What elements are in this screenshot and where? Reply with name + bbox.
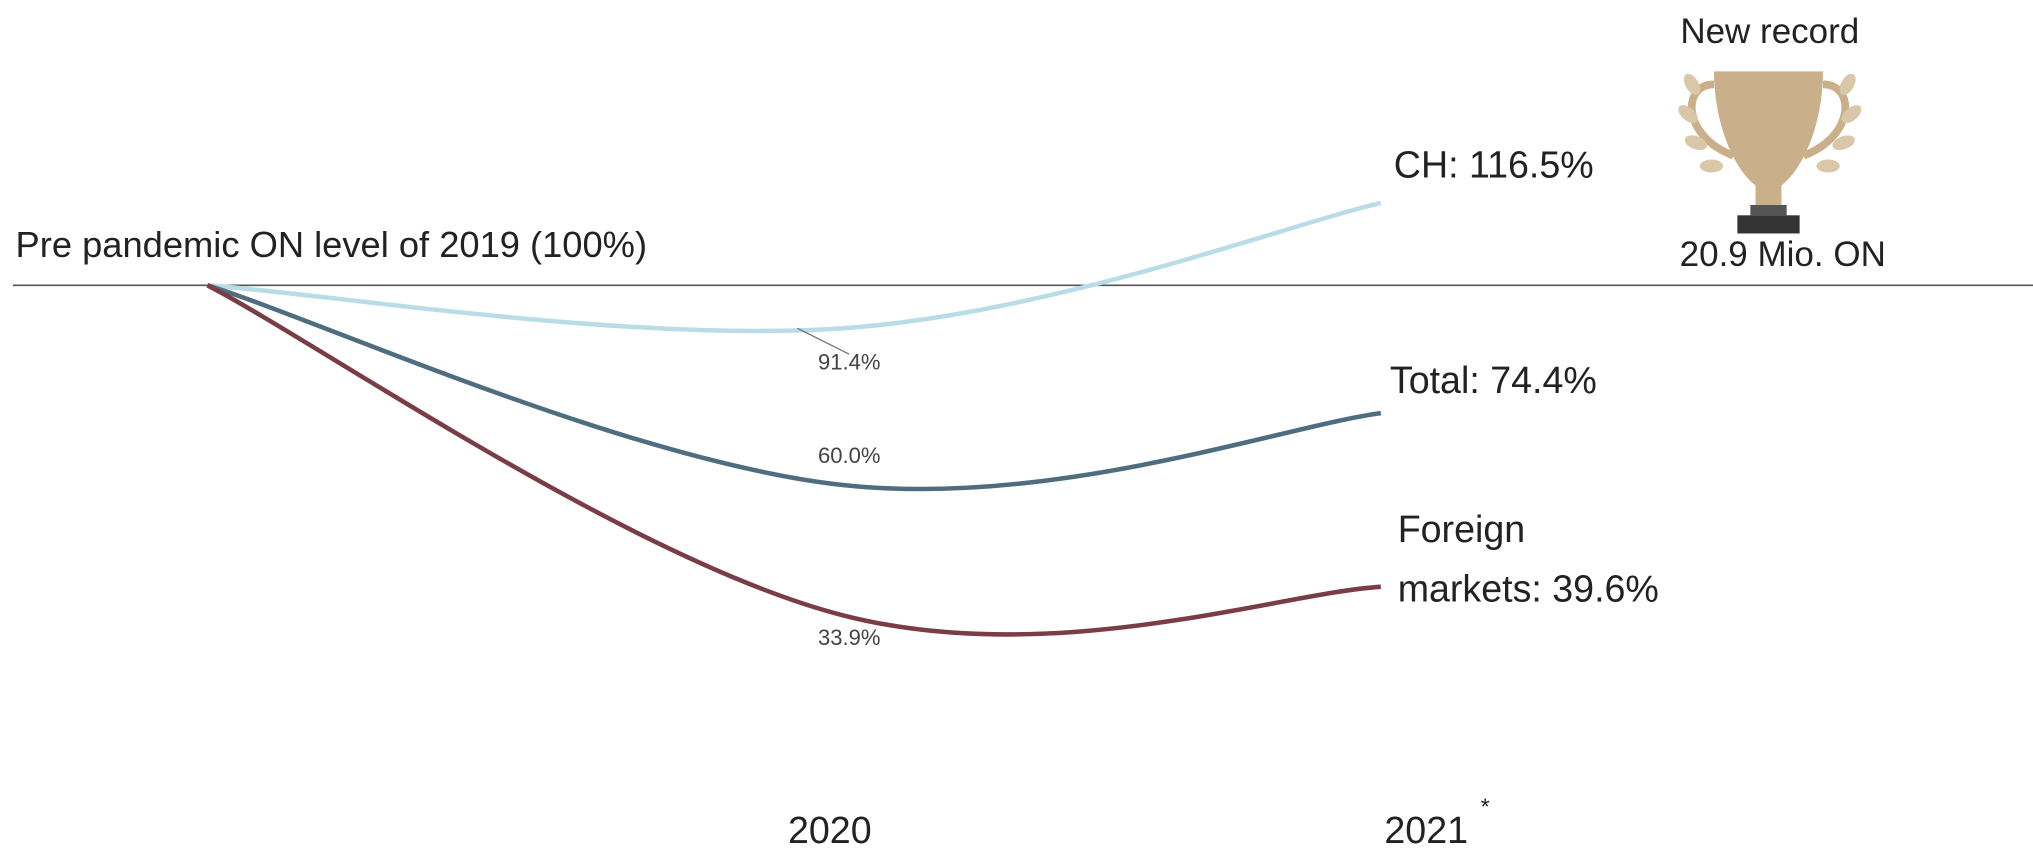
trophy-icon <box>1678 71 1862 234</box>
x-tick-label: 2021 <box>1384 809 1468 851</box>
series-label: Total: 74.4% <box>1390 359 1597 401</box>
series-line <box>206 283 1382 492</box>
series-line <box>207 200 1382 334</box>
value-label: 91.4% <box>818 350 880 375</box>
footnote-marker: * <box>1481 793 1490 819</box>
leader-line <box>797 327 850 355</box>
baseline-label: Pre pandemic ON level of 2019 (100%) <box>16 224 648 265</box>
record-value: 20.9 Mio. ON <box>1680 235 1886 274</box>
series-label: CH: 116.5% <box>1394 144 1594 186</box>
record-title: New record <box>1680 12 1859 51</box>
series-label: markets: 39.6% <box>1398 568 1659 610</box>
value-label: 60.0% <box>818 443 880 468</box>
series-line <box>206 283 1381 637</box>
x-tick-label: 2020 <box>788 809 872 851</box>
series-label: Foreign <box>1398 508 1525 550</box>
value-label: 33.9% <box>818 625 880 650</box>
